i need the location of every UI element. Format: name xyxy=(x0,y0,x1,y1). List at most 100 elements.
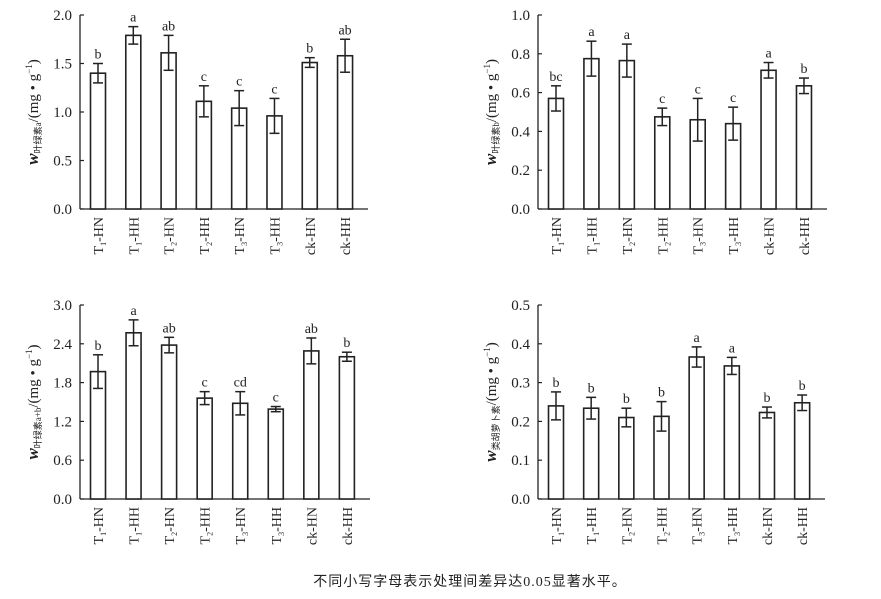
significance-letter: b xyxy=(306,42,313,57)
x-tick-label: T1-HH xyxy=(585,217,601,254)
y-label-unit: /(mg • g xyxy=(484,356,500,405)
y-axis-label: w叶绿素b/(mg • g−1) xyxy=(481,59,501,165)
y-tick-label: 0.8 xyxy=(511,47,530,63)
x-tick-label: T1-HH xyxy=(585,507,601,544)
bar-ck-HN xyxy=(303,350,320,500)
x-tick-suffix: -HH xyxy=(655,507,670,532)
y-tick-label: 2.0 xyxy=(53,8,72,24)
bar-T3-HN xyxy=(688,356,705,500)
x-tick-label: T3-HH xyxy=(270,507,286,544)
significance-letter: a xyxy=(130,11,137,26)
bar-ck-HH xyxy=(793,401,811,500)
x-tick-label: ck-HH xyxy=(341,507,356,545)
y-tick-label: 0.2 xyxy=(511,414,530,430)
x-tick-subscript: 2 xyxy=(170,532,179,536)
significance-letter: b xyxy=(799,379,806,394)
bar-ck-HH xyxy=(338,355,356,500)
x-tick-suffix: -HN xyxy=(92,507,107,532)
y-tick-label: 0.0 xyxy=(53,492,72,508)
x-tick-label: T2-HH xyxy=(655,507,671,544)
y-axis-label: w叶绿素a/(mg • g−1) xyxy=(23,59,43,165)
significance-letter: a xyxy=(729,341,736,356)
significance-letter: cd xyxy=(234,376,247,391)
bar-ck-HN xyxy=(760,69,777,210)
bar-T1-HH xyxy=(125,332,142,500)
y-tick-label: 0.4 xyxy=(511,124,530,140)
significance-letter: c xyxy=(273,391,279,406)
x-tick-subscript: 2 xyxy=(663,242,672,246)
y-label-subscript: 叶绿素a xyxy=(32,122,43,153)
x-tick-suffix: -HH xyxy=(199,507,214,532)
y-tick-label: 1.5 xyxy=(53,57,72,73)
x-tick-label: ck-HH xyxy=(796,507,811,545)
significance-letter: a xyxy=(694,331,701,346)
x-tick-main: T xyxy=(620,535,635,544)
significance-letter: b xyxy=(623,392,630,407)
significance-letter: a xyxy=(765,47,772,62)
x-tick-subscript: 3 xyxy=(241,532,250,536)
y-tick-label: 3.0 xyxy=(53,298,72,314)
significance-letter: c xyxy=(730,91,736,106)
bar-T1-HN xyxy=(547,97,565,210)
significance-letter: ab xyxy=(305,322,318,337)
x-tick-suffix: -HN xyxy=(620,507,635,532)
x-tick-subscript: 1 xyxy=(99,532,108,536)
x-tick-subscript: 1 xyxy=(557,532,566,536)
y-axis-label: w叶绿素a+b/(mg • g−1) xyxy=(23,344,43,459)
x-tick-label: T1-HH xyxy=(127,217,143,254)
y-tick-label: 0.2 xyxy=(511,163,530,179)
x-tick-subscript: 3 xyxy=(733,532,742,536)
bar-ck-HN xyxy=(758,411,776,500)
x-tick-suffix: -HH xyxy=(726,507,741,532)
x-tick-label: T3-HN xyxy=(691,507,707,544)
y-tick-label: 2.4 xyxy=(53,337,72,353)
x-tick-label: T2-HN xyxy=(620,507,636,544)
y-tick-label: 0.6 xyxy=(53,453,72,469)
x-tick-suffix: -HN xyxy=(163,507,178,532)
y-label-unit: /(mg • g xyxy=(484,73,500,122)
y-label-exponent: −1 xyxy=(482,64,492,74)
x-tick-label: T1-HN xyxy=(92,507,108,544)
y-tick-label: 0.5 xyxy=(511,298,530,314)
significance-letter: c xyxy=(202,376,208,391)
y-tick-label: 1.0 xyxy=(53,105,72,121)
x-tick-label: T2-HH xyxy=(656,217,672,254)
x-tick-suffix: -HH xyxy=(128,507,143,532)
x-tick-label: T3-HN xyxy=(233,217,249,254)
y-label-unit: /(mg • g xyxy=(26,73,42,122)
figure-caption: 不同小写字母表示处理间差异达0.05显著水平。 xyxy=(313,574,627,590)
x-tick-subscript: 1 xyxy=(592,242,601,246)
x-tick-label: T2-HN xyxy=(621,217,637,254)
x-tick-subscript: 3 xyxy=(275,242,284,246)
x-tick-main: T xyxy=(128,535,143,544)
y-label-variable: w xyxy=(481,153,500,165)
x-tick-main: T xyxy=(692,245,707,254)
x-tick-label: T1-HN xyxy=(550,217,566,254)
x-tick-label: ck-HN xyxy=(763,217,778,255)
x-tick-suffix: -HN xyxy=(233,217,248,242)
y-axis-label: w类胡萝卜素/(mg • g−1) xyxy=(481,342,501,462)
x-tick-main: T xyxy=(621,245,636,254)
y-tick-label: 0.3 xyxy=(511,376,530,392)
x-tick-label: T2-HH xyxy=(199,507,215,544)
x-tick-label: T1-HN xyxy=(550,507,566,544)
significance-letter: ab xyxy=(338,23,351,38)
x-tick-label: T1-HN xyxy=(92,217,108,254)
y-tick-label: 0.0 xyxy=(511,492,530,508)
y-tick-label: 0.0 xyxy=(53,202,72,218)
significance-letter: b xyxy=(553,376,560,391)
x-tick-suffix: -HH xyxy=(198,217,213,242)
bar-T1-HH xyxy=(583,57,600,210)
x-tick-main: T xyxy=(691,535,706,544)
bar-T3-HH xyxy=(723,365,741,500)
x-tick-subscript: 1 xyxy=(557,242,566,246)
x-tick-main: T xyxy=(198,245,213,254)
y-tick-label: 0.6 xyxy=(511,86,530,102)
x-tick-suffix: -HN xyxy=(234,507,249,532)
y-label-exponent: −1 xyxy=(24,349,34,359)
bar-T1-HN xyxy=(89,370,107,500)
x-tick-subscript: 3 xyxy=(698,532,707,536)
x-tick-suffix: -HH xyxy=(268,217,283,242)
x-tick-main: T xyxy=(270,535,285,544)
